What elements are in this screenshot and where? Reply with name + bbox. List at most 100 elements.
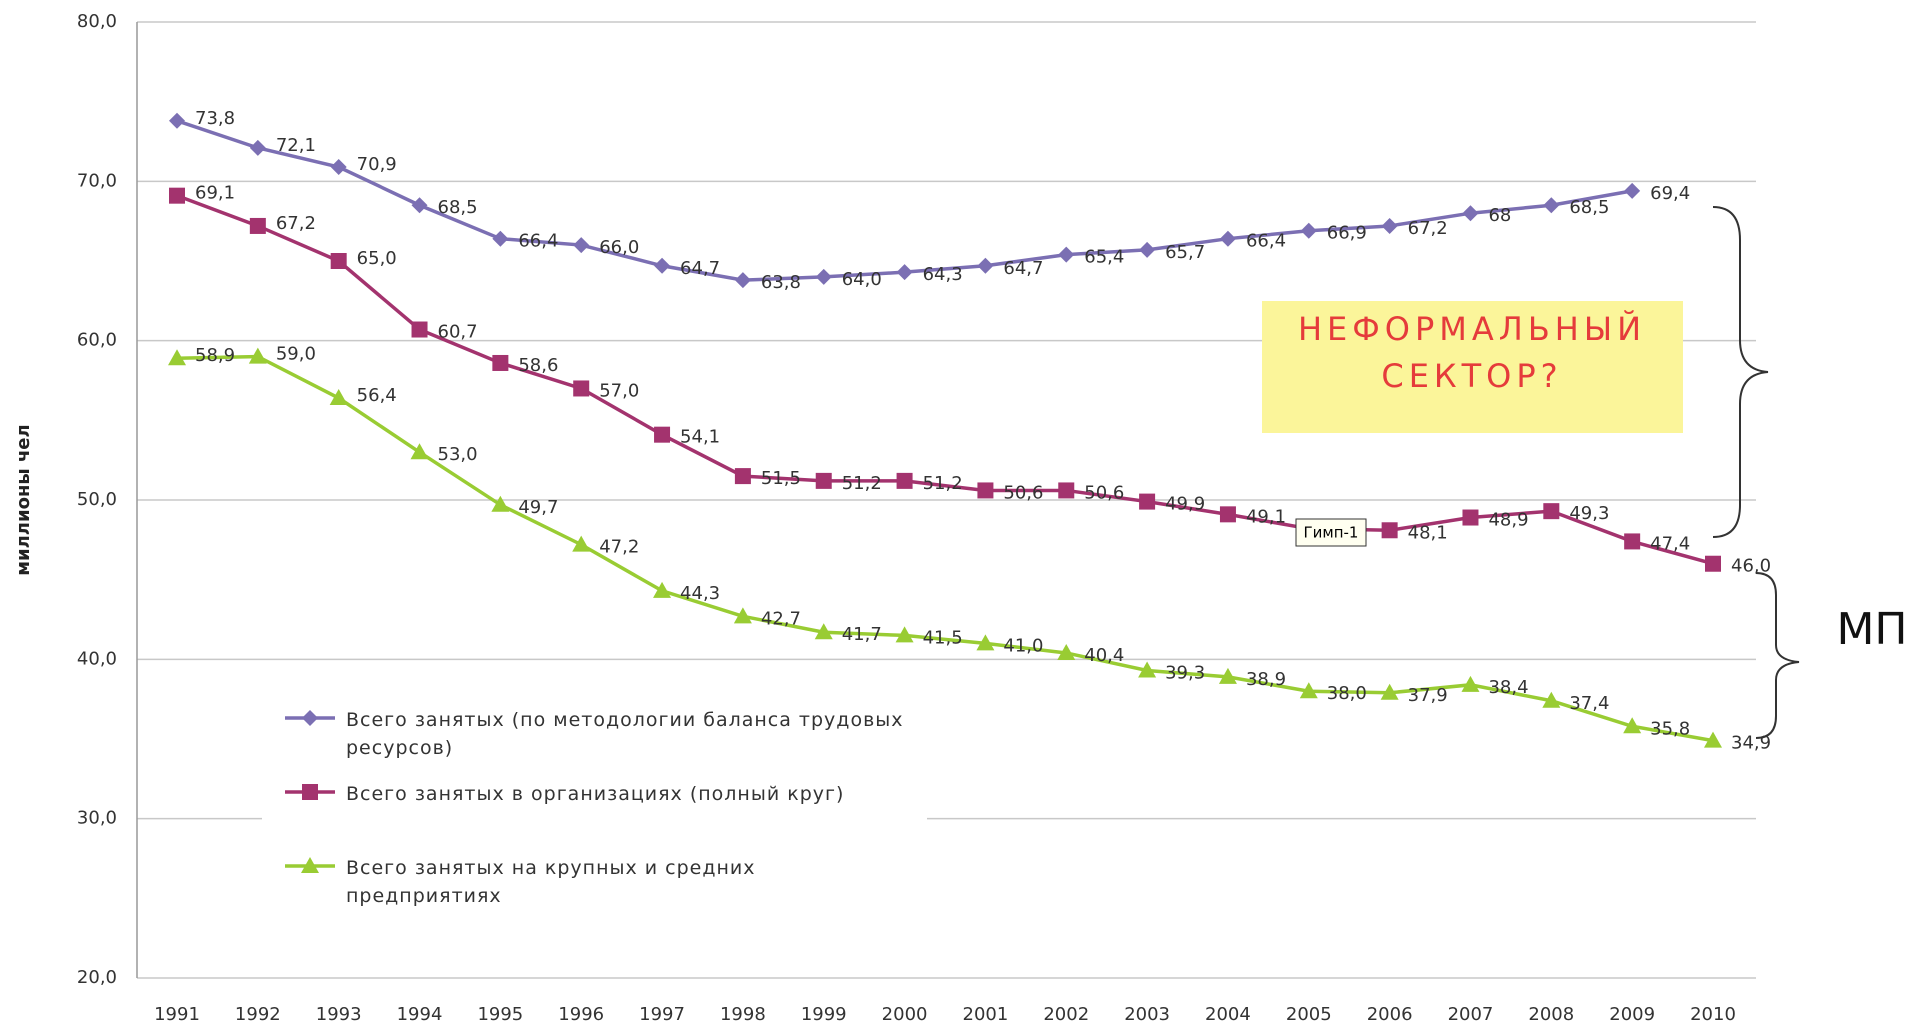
data-label: 49,1 xyxy=(1246,506,1286,527)
x-tick-label: 2000 xyxy=(882,1004,928,1025)
point xyxy=(330,158,347,175)
point xyxy=(1139,493,1156,510)
x-tick-label: 1999 xyxy=(801,1004,847,1025)
y-tick-label: 70,0 xyxy=(77,170,117,191)
x-tick-label: 2010 xyxy=(1690,1004,1736,1025)
point xyxy=(1623,717,1642,734)
series-line xyxy=(176,354,1714,743)
point xyxy=(1139,241,1156,258)
data-label: 69,4 xyxy=(1650,183,1690,204)
data-label: 40,4 xyxy=(1084,645,1124,666)
x-tick-label: 2002 xyxy=(1043,1004,1089,1025)
data-label: 68,5 xyxy=(1569,197,1609,218)
point xyxy=(410,443,429,460)
data-label: 69,1 xyxy=(195,183,235,204)
data-label: 38,4 xyxy=(1488,677,1528,698)
x-tick-label: 1994 xyxy=(397,1004,443,1025)
legend-box xyxy=(262,695,927,927)
data-label: 66,0 xyxy=(599,237,639,258)
point xyxy=(573,380,590,397)
x-tick-label: 1995 xyxy=(477,1004,523,1025)
point xyxy=(492,230,509,247)
data-label: 41,0 xyxy=(1003,635,1043,656)
point xyxy=(169,112,185,129)
data-label: 64,7 xyxy=(1003,258,1043,279)
data-label: 56,4 xyxy=(357,385,397,406)
data-label: 73,8 xyxy=(195,108,235,129)
point xyxy=(896,264,913,281)
x-tick-label: 2005 xyxy=(1286,1004,1332,1025)
data-label: 53,0 xyxy=(438,444,478,465)
point xyxy=(815,268,832,285)
point xyxy=(1219,230,1236,247)
data-label: 67,2 xyxy=(1408,218,1448,239)
point xyxy=(896,472,913,489)
point xyxy=(1058,246,1075,263)
annotation: МП xyxy=(1836,604,1907,655)
data-label: 50,6 xyxy=(1084,482,1124,503)
legend-label: Всего занятых (по методологии баланса тр… xyxy=(346,709,904,759)
point xyxy=(1381,522,1398,539)
data-label: 51,2 xyxy=(842,473,882,494)
y-tick-label: 50,0 xyxy=(77,489,117,510)
data-label: 34,9 xyxy=(1731,733,1771,754)
x-tick-label: 1996 xyxy=(558,1004,604,1025)
point xyxy=(895,626,914,643)
point xyxy=(573,237,590,254)
point xyxy=(1704,731,1722,748)
point xyxy=(1462,205,1479,222)
tooltip-text: Гимп-1 xyxy=(1304,524,1359,542)
x-tick-label: 2009 xyxy=(1609,1004,1655,1025)
data-label: 41,7 xyxy=(842,624,882,645)
data-label: 65,7 xyxy=(1165,242,1205,263)
point xyxy=(411,197,428,214)
data-label: 66,4 xyxy=(1246,231,1286,252)
point xyxy=(1219,506,1236,523)
point xyxy=(1380,683,1399,700)
point xyxy=(1138,661,1157,678)
x-tick-label: 2004 xyxy=(1205,1004,1251,1025)
x-tick-label: 1992 xyxy=(235,1004,281,1025)
point xyxy=(1624,533,1641,550)
y-tick-label: 30,0 xyxy=(77,808,117,829)
point xyxy=(1462,509,1479,526)
x-tick-label: 2003 xyxy=(1124,1004,1170,1025)
point xyxy=(248,347,267,364)
point xyxy=(1058,482,1075,499)
point xyxy=(654,426,671,443)
data-label: 63,8 xyxy=(761,272,801,293)
point xyxy=(1300,222,1317,239)
legend-label: Всего занятых на крупных и средних предпр… xyxy=(346,857,756,907)
x-tick-label: 1991 xyxy=(154,1004,200,1025)
x-tick-label: 1993 xyxy=(316,1004,362,1025)
data-label: 47,2 xyxy=(599,537,639,558)
data-label: 58,9 xyxy=(195,345,235,366)
x-tick-label: 2008 xyxy=(1528,1004,1574,1025)
data-label: 66,4 xyxy=(518,231,558,252)
data-label: 65,0 xyxy=(357,248,397,269)
point xyxy=(654,257,671,274)
annotation: НЕФОРМАЛЬНЫЙ xyxy=(1298,310,1646,348)
point xyxy=(814,623,833,640)
data-label: 35,8 xyxy=(1650,718,1690,739)
point xyxy=(815,472,832,489)
data-label: 72,1 xyxy=(276,135,316,156)
data-label: 64,0 xyxy=(842,269,882,290)
point xyxy=(168,349,186,366)
tooltip: Гимп-1 xyxy=(1295,518,1367,547)
y-axis-label: миллионы чел xyxy=(13,424,34,575)
data-label: 64,3 xyxy=(923,264,963,285)
point xyxy=(491,495,510,512)
series-line xyxy=(176,194,1714,566)
point xyxy=(976,634,995,651)
legend-label: Всего занятых в организациях (полный кру… xyxy=(346,783,844,805)
data-label: 38,0 xyxy=(1327,683,1367,704)
annotation-box xyxy=(1262,301,1683,433)
data-label: 37,4 xyxy=(1569,693,1609,714)
x-tick-label: 2001 xyxy=(963,1004,1009,1025)
point xyxy=(330,253,347,269)
y-tick-label: 40,0 xyxy=(77,648,117,669)
point xyxy=(1218,667,1237,684)
data-label: 65,4 xyxy=(1084,247,1124,268)
x-tick-label: 2006 xyxy=(1367,1004,1413,1025)
